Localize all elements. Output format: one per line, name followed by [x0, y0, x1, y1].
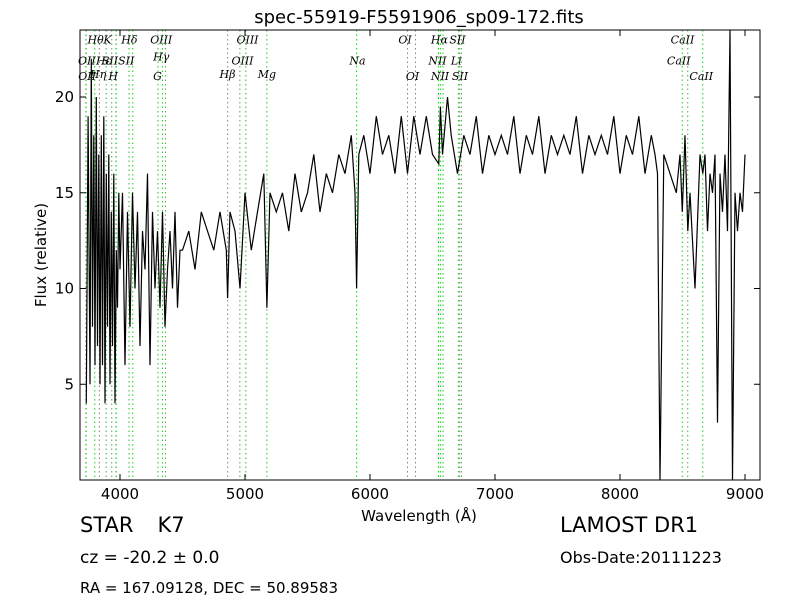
object-class: STAR: [80, 513, 134, 537]
emission-line-label-22: NII: [427, 54, 447, 67]
x-axis-label: Wavelength (Å): [361, 506, 477, 525]
x-tick-label: 5000: [226, 485, 264, 503]
emission-line-label-1: OII: [78, 54, 96, 67]
spectrum-line: [85, 29, 746, 481]
coordinates-text: RA = 167.09128, DEC = 50.89583: [80, 579, 339, 597]
emission-line-label-27: CaII: [667, 54, 691, 67]
x-tick-label: 9000: [726, 485, 764, 503]
emission-line-label-17: Na: [348, 54, 365, 67]
plot-frame: [79, 29, 761, 481]
emission-line-markers: [85, 30, 704, 480]
object-class-line: STAR K7: [80, 513, 185, 537]
emission-line-label-7: H: [107, 70, 118, 83]
emission-line-label-19: OI: [406, 70, 420, 83]
x-axis-ticks: 4000 5000 6000 7000 8000 9000: [101, 30, 764, 503]
x-tick-label: 4000: [101, 485, 139, 503]
emission-line-label-4: Hε: [95, 54, 112, 67]
emission-line-label-8: Hδ: [120, 33, 138, 46]
emission-line-label-6: SII: [102, 54, 119, 67]
x-tick-label: 6000: [351, 485, 389, 503]
emission-line-label-10: OIII: [150, 33, 173, 46]
emission-line-label-5: K: [102, 33, 112, 46]
x-tick-label: 7000: [476, 485, 514, 503]
y-tick-label: 10: [55, 280, 74, 298]
emission-line-label-16: Mg: [257, 68, 276, 81]
y-axis-ticks: 5 10 15 20: [55, 88, 760, 393]
object-subclass: K7: [157, 513, 185, 537]
emission-line-label-12: G: [153, 70, 162, 83]
chart-title: spec-55919-F5591906_sp09-172.fits: [254, 7, 584, 28]
emission-line-label-3: Hη: [89, 68, 107, 81]
emission-line-label-28: CaII: [689, 70, 713, 83]
emission-line-label-2: OII: [78, 70, 96, 83]
emission-line-label-24: NII: [430, 70, 450, 83]
emission-line-label-9: SII: [118, 54, 135, 67]
emission-line-label-26: CaII: [671, 33, 695, 46]
survey-name: LAMOST DR1: [560, 513, 699, 537]
emission-line-label-18: OI: [398, 33, 412, 46]
observation-date: Obs-Date:20111223: [560, 548, 722, 567]
y-axis-label: Flux (relative): [32, 203, 50, 307]
x-tick-label: 8000: [601, 485, 639, 503]
emission-line-label-13: Hβ: [219, 68, 236, 81]
y-tick-label: 5: [64, 375, 74, 393]
emission-line-label-14: OIII: [236, 33, 259, 46]
emission-line-label-11: Hγ: [152, 51, 170, 64]
emission-line-label-23: Li: [450, 54, 462, 67]
emission-line-label-21: SII: [449, 33, 466, 46]
emission-line-label-15: OIII: [231, 54, 254, 67]
y-tick-label: 15: [55, 184, 74, 202]
emission-line-label-20: Hα: [430, 33, 449, 46]
y-tick-label: 20: [55, 88, 74, 106]
emission-line-label-25: SII: [452, 70, 469, 83]
redshift-text: cz = -20.2 ± 0.0: [80, 548, 220, 568]
emission-line-label-0: Hθ: [87, 33, 105, 46]
